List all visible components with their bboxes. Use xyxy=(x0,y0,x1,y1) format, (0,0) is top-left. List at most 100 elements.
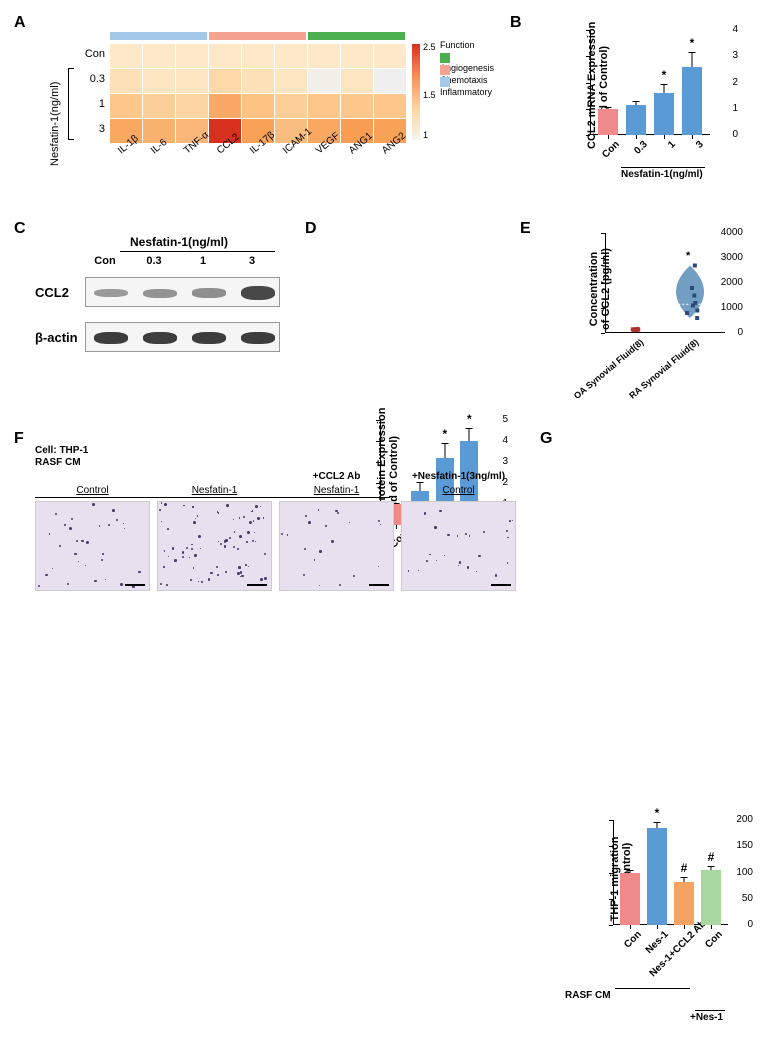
function-legend-item: Inflammatory xyxy=(440,76,492,97)
colorbar-tick: 1.5 xyxy=(423,90,436,100)
cell-dot xyxy=(254,532,255,533)
blot-band xyxy=(94,332,128,344)
significance-marker: * xyxy=(682,36,702,50)
blot-band xyxy=(143,332,177,344)
cell-dot xyxy=(240,571,242,573)
panel-f: Cell: THP-1 RASF CM ControlNesfatin-1+CC… xyxy=(35,445,525,610)
cell-dot xyxy=(198,581,199,582)
panel-b: CCL2 mRNA Expression(Fold of Control)012… xyxy=(540,20,740,205)
cell-dot xyxy=(45,574,48,577)
y-tick-mark xyxy=(376,420,380,421)
cell-dot xyxy=(467,566,470,569)
significance-marker: * xyxy=(654,68,674,82)
heatmap-row-label: 3 xyxy=(75,123,105,135)
cell-dot xyxy=(195,518,196,519)
cell-dot xyxy=(216,566,218,568)
cell-dot xyxy=(101,559,103,561)
cell-dot xyxy=(194,554,197,557)
data-point xyxy=(636,327,640,331)
panel-g: THP-1 migration(% of Control)05010015020… xyxy=(565,810,755,1040)
cell-dot xyxy=(167,528,169,530)
cell-dot xyxy=(233,546,235,548)
x-tick-mark xyxy=(692,135,693,139)
data-point xyxy=(693,301,697,305)
cell-dot xyxy=(264,553,267,556)
cell-dot xyxy=(183,505,184,506)
cell-dot xyxy=(255,505,258,508)
cell-dot xyxy=(253,520,255,522)
heatmap-cell xyxy=(308,44,340,68)
cell-dot xyxy=(86,541,89,544)
cell-dot xyxy=(189,557,190,558)
cell-dot xyxy=(263,517,265,519)
cell-dot xyxy=(418,570,419,571)
cell-dot xyxy=(507,537,508,538)
blot-band xyxy=(192,332,226,344)
cell-dot xyxy=(159,509,161,511)
cell-dot xyxy=(378,566,379,567)
blot-band xyxy=(143,289,177,298)
cell-dot xyxy=(429,554,431,556)
cell-dot xyxy=(64,524,66,526)
heatmap-cell xyxy=(242,94,274,118)
cell-dot xyxy=(102,553,104,555)
heatmap-row-label: 1 xyxy=(75,98,105,110)
heatmap-row-label: 0.3 xyxy=(75,73,105,85)
micrograph-top-label: +CCL2 Ab xyxy=(279,471,394,482)
error-bar xyxy=(692,52,693,66)
cell-dot xyxy=(247,531,250,534)
heatmap-cell xyxy=(374,69,406,93)
blot-lane-label: Con xyxy=(85,255,125,267)
cell-dot xyxy=(116,519,118,521)
micrograph-bottom-label: Control xyxy=(35,485,150,496)
blot-lane-label: 0.3 xyxy=(134,255,174,267)
cell-dot xyxy=(509,520,511,522)
heatmap-cell xyxy=(143,44,175,68)
cell-dot xyxy=(218,541,219,542)
cell-dot xyxy=(447,534,450,537)
y-tick-mark xyxy=(586,56,590,57)
cell-dot xyxy=(59,545,61,547)
cell-dot xyxy=(190,579,192,581)
heatmap-cell xyxy=(143,69,175,93)
cell-dot xyxy=(120,583,123,586)
x-axis-label: Nesfatin-1(ng/ml) xyxy=(621,169,703,180)
cell-dot xyxy=(476,571,477,572)
cell-dot xyxy=(264,577,267,580)
blot-band xyxy=(241,286,275,301)
cell-dot xyxy=(182,551,184,553)
heatmap-cell xyxy=(110,69,142,93)
micrograph-image xyxy=(279,501,394,591)
cell-dot xyxy=(478,555,480,557)
cell-dot xyxy=(124,528,125,529)
cell-dot xyxy=(78,561,79,562)
heatmap-cell xyxy=(176,69,208,93)
heatmap-cell xyxy=(209,94,241,118)
heatmap-cell xyxy=(308,69,340,93)
bar xyxy=(620,873,640,926)
cell-dot xyxy=(55,513,57,515)
cell-dot xyxy=(248,566,249,567)
cell-dot xyxy=(225,571,227,573)
cell-dot xyxy=(331,540,334,543)
x-tick-mark xyxy=(664,135,665,139)
cell-dot xyxy=(249,521,252,524)
cell-dot xyxy=(166,584,168,586)
cell-dot xyxy=(186,547,188,549)
cell-dot xyxy=(495,574,498,577)
function-bar xyxy=(209,32,306,40)
x-tick-mark xyxy=(608,135,609,139)
heatmap-cell xyxy=(308,94,340,118)
cell-dot xyxy=(108,524,110,526)
heatmap-cell xyxy=(275,69,307,93)
colorbar-tick: 1 xyxy=(423,130,428,140)
y-tick-mark xyxy=(586,135,590,136)
cell-dot xyxy=(161,521,162,522)
cell-dot xyxy=(319,550,321,552)
data-point xyxy=(695,316,699,320)
cell-dot xyxy=(197,515,198,516)
bar xyxy=(654,93,674,135)
group-label-rasfcm: RASF CM xyxy=(565,990,611,1001)
panel-label-d: D xyxy=(305,220,317,238)
blot-lane-label: 3 xyxy=(232,255,272,267)
